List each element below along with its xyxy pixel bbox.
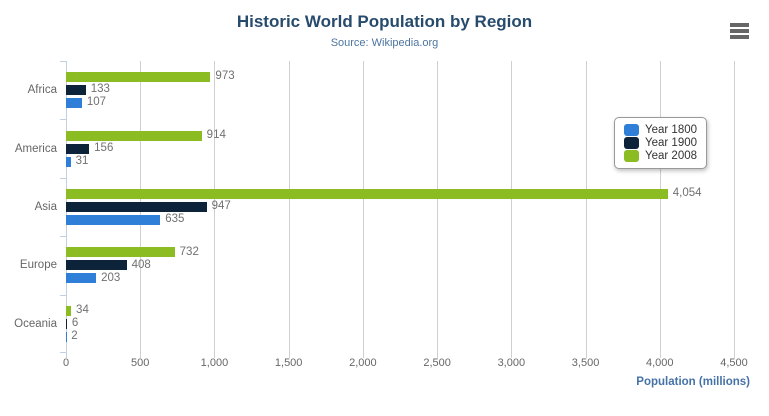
- x-tick-label-3500: 3,500: [571, 357, 600, 369]
- bar-europe-year-1900[interactable]: [66, 260, 127, 271]
- bar-value-label: 203: [101, 271, 121, 284]
- hamburger-icon: [730, 23, 749, 27]
- gridline-2000: [362, 61, 364, 358]
- x-tick-label-1000: 1,000: [200, 357, 229, 369]
- bar-line: 133: [66, 83, 734, 96]
- legend: Year 1800 Year 1900 Year 2008: [614, 117, 708, 169]
- hamburger-icon: [730, 35, 749, 39]
- legend-swatch-year-1800: [624, 124, 639, 136]
- category-label-europe: Europe: [19, 259, 57, 272]
- x-tick-label-2500: 2,500: [423, 357, 451, 369]
- bar-line: 4,054: [66, 187, 734, 200]
- legend-swatch-year-1900: [624, 137, 639, 149]
- x-tick-label-3000: 3,000: [497, 357, 526, 369]
- bar-line: 203: [66, 271, 734, 284]
- bar-america-year-2008[interactable]: [66, 130, 202, 141]
- category-label-asia: Asia: [34, 201, 57, 214]
- bar-europe-year-1800[interactable]: [66, 273, 97, 284]
- bar-africa-year-1900[interactable]: [66, 85, 86, 96]
- bar-asia-year-1800[interactable]: [66, 215, 161, 226]
- x-axis-labels: 0 500 1,000 1,500 2,000 2,500 3,000 3,500 4,000 4…: [62, 357, 748, 371]
- bar-africa-year-2008[interactable]: [66, 72, 211, 83]
- bar-line: 408: [66, 258, 734, 271]
- legend-swatch-year-2008: [624, 150, 639, 162]
- bar-line: 34: [66, 304, 734, 317]
- bar-value-label: 635: [165, 213, 185, 226]
- bar-value-label: 732: [179, 245, 199, 258]
- bar-america-year-1900[interactable]: [66, 143, 90, 154]
- legend-item-year-2008[interactable]: Year 2008: [624, 150, 697, 162]
- bar-america-year-1800[interactable]: [66, 156, 71, 167]
- bar-oceania-year-2008[interactable]: [66, 305, 72, 316]
- x-tick-label-0: 0: [62, 357, 70, 369]
- bar-line: 156: [66, 141, 734, 154]
- legend-label: Year 1900: [645, 137, 698, 149]
- bar-value-label: 914: [206, 128, 226, 141]
- x-tick-label-1500: 1,500: [274, 357, 303, 369]
- category-axis-tick: [60, 236, 66, 238]
- category-row-africa: Africa 973 133 107: [28, 61, 734, 119]
- legend-item-year-1900[interactable]: Year 1900: [624, 137, 697, 149]
- category-row-america: America 914 156 31: [15, 119, 734, 177]
- legend-item-year-1800[interactable]: Year 1800: [624, 124, 697, 136]
- bar-value-label: 2: [71, 330, 78, 343]
- hamburger-icon: [730, 29, 749, 33]
- chart-title: Historic World Population by Region: [236, 12, 533, 31]
- bar-value-label: 34: [76, 304, 89, 317]
- bar-value-label: 31: [75, 154, 89, 167]
- plot-area: Africa 973 133 107 America 914 156 31 Asia 4,054 9…: [14, 61, 735, 358]
- bar-value-label: 973: [215, 70, 235, 83]
- category-row-oceania: Oceania 34 6 2: [14, 295, 734, 353]
- bar-oceania-year-1900[interactable]: [66, 318, 67, 329]
- bar-value-label: 947: [211, 200, 231, 213]
- category-label-africa: Africa: [27, 84, 57, 97]
- bar-line: 973: [66, 70, 734, 83]
- legend-label: Year 2008: [645, 150, 698, 162]
- category-axis-tick: [60, 294, 66, 296]
- bar-value-label: 107: [86, 96, 107, 109]
- bar-value-label: 4,054: [672, 187, 702, 200]
- gridline-3500: [585, 61, 587, 358]
- category-axis-tick: [60, 177, 66, 179]
- x-tick-label-4500: 4,500: [720, 357, 748, 369]
- bar-line: 914: [66, 128, 734, 141]
- bar-line: 107: [66, 96, 734, 109]
- bar-value-label: 6: [71, 317, 79, 330]
- bar-line: 6: [66, 317, 734, 330]
- chart-context-menu-button[interactable]: [727, 20, 753, 42]
- bar-africa-year-1800[interactable]: [66, 98, 82, 109]
- bar-line: 732: [66, 245, 734, 258]
- category-axis-tick: [60, 352, 66, 353]
- x-tick-label-4000: 4,000: [646, 357, 674, 369]
- bar-europe-year-2008[interactable]: [66, 247, 175, 258]
- x-tick-label-500: 500: [131, 357, 150, 369]
- legend-label: Year 1800: [645, 124, 698, 136]
- category-label-oceania: Oceania: [14, 317, 57, 330]
- category-axis-tick: [60, 119, 66, 121]
- bar-value-label: 156: [94, 141, 114, 154]
- gridline-1000: [214, 61, 216, 358]
- x-axis-title: Population (millions): [636, 376, 750, 388]
- bar-line: 31: [66, 154, 734, 167]
- gridline-4500: [734, 61, 735, 358]
- gridline-3000: [511, 61, 513, 358]
- bar-line: 635: [66, 213, 734, 226]
- x-tick-label-2000: 2,000: [349, 357, 377, 369]
- bar-asia-year-2008[interactable]: [66, 189, 668, 200]
- bar-asia-year-1900[interactable]: [66, 202, 207, 213]
- gridline-2500: [437, 61, 439, 358]
- bar-value-label: 133: [90, 83, 110, 96]
- category-axis-tick: [60, 61, 66, 62]
- bar-line: 2: [66, 330, 734, 343]
- category-row-asia: Asia 4,054 947 635: [35, 178, 734, 236]
- category-label-america: America: [14, 142, 57, 155]
- bar-value-label: 408: [131, 258, 151, 271]
- chart-subtitle: Source: Wikipedia.org: [330, 37, 439, 49]
- bar-line: 947: [66, 200, 734, 213]
- gridline-1500: [288, 61, 290, 358]
- category-row-europe: Europe 732 408 203: [20, 236, 734, 294]
- gridline-4000: [659, 61, 661, 358]
